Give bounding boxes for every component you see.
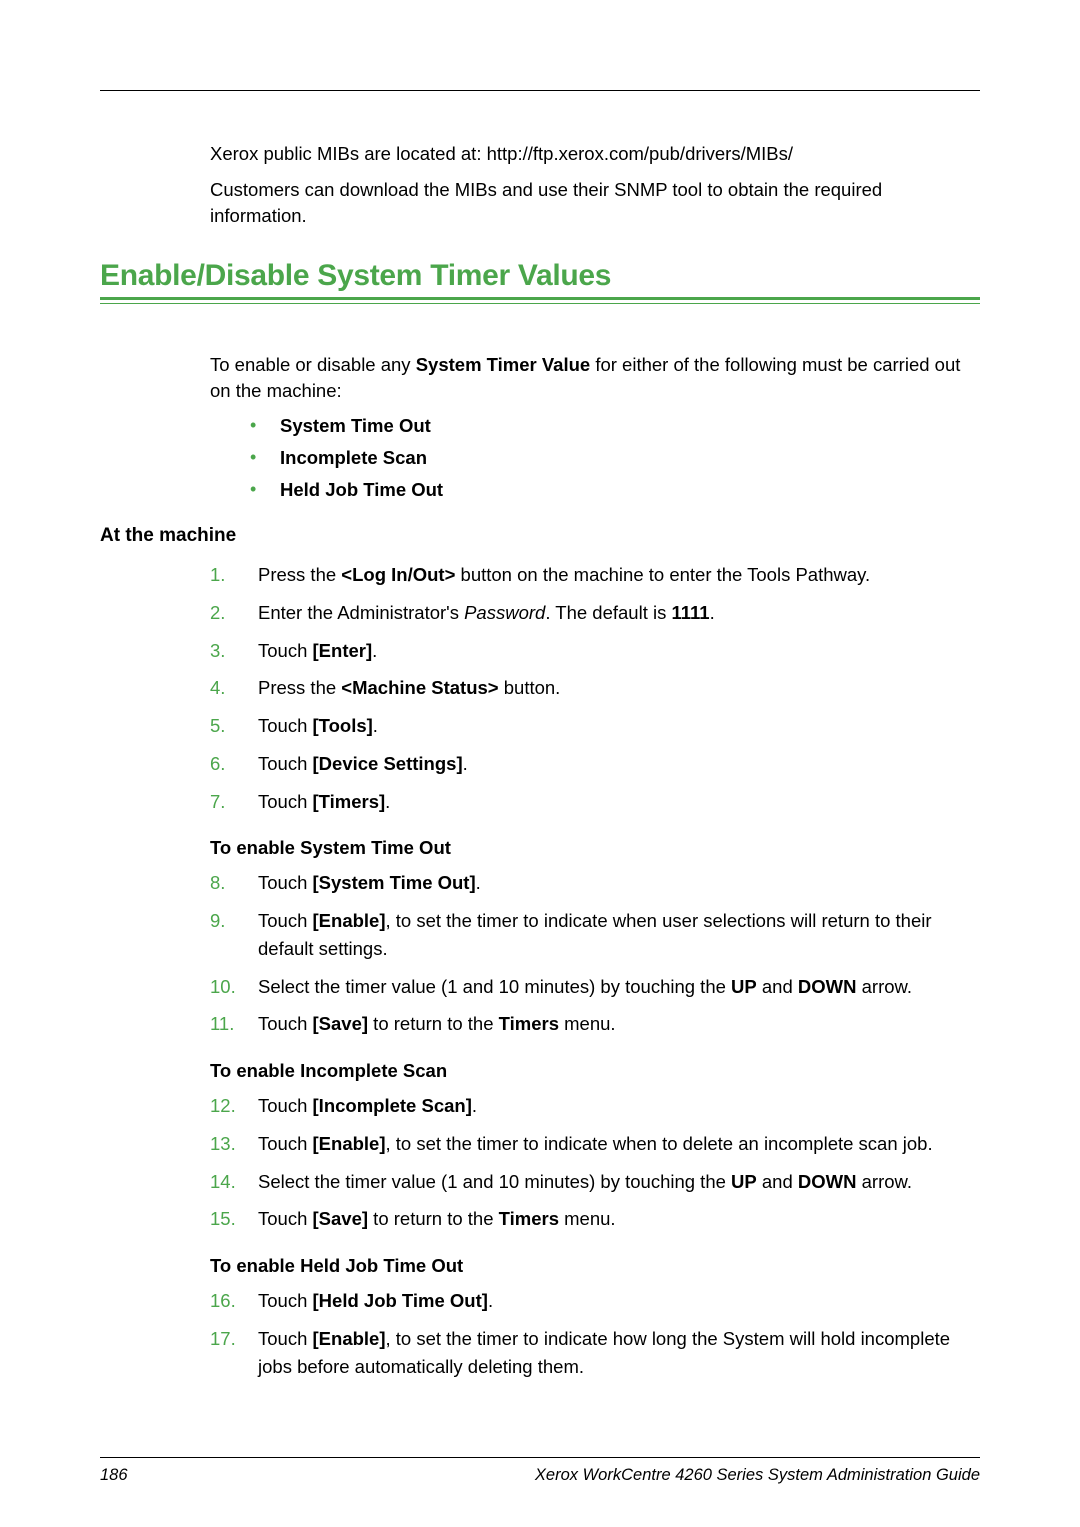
sub-heading-2: To enable Incomplete Scan: [210, 1060, 980, 1082]
step-number: 16.: [210, 1287, 258, 1315]
step-text: Touch [Incomplete Scan].: [258, 1092, 477, 1120]
step-text: Press the <Machine Status> button.: [258, 674, 560, 702]
step-number: 3.: [210, 637, 258, 665]
at-machine-heading: At the machine: [100, 525, 980, 547]
bullet-item: •Held Job Time Out: [250, 477, 980, 503]
enable-intro: To enable or disable any System Timer Va…: [210, 352, 980, 404]
step-text: Press the <Log In/Out> button on the mac…: [258, 561, 870, 589]
section-heading: Enable/Disable System Timer Values: [100, 259, 980, 293]
step-row: 5.Touch [Tools].: [210, 712, 980, 740]
step-row: 11.Touch [Save] to return to the Timers …: [210, 1010, 980, 1038]
step-row: 17.Touch [Enable], to set the timer to i…: [210, 1325, 980, 1381]
step-text: Select the timer value (1 and 10 minutes…: [258, 1168, 912, 1196]
step-row: 9.Touch [Enable], to set the timer to in…: [210, 907, 980, 963]
step-row: 8.Touch [System Time Out].: [210, 869, 980, 897]
heading-rule: [100, 297, 980, 304]
step-text: Touch [Save] to return to the Timers men…: [258, 1205, 616, 1233]
bullet-item: •Incomplete Scan: [250, 445, 980, 471]
steps-3: 16.Touch [Held Job Time Out].17.Touch [E…: [210, 1287, 980, 1380]
step-row: 2.Enter the Administrator's Password. Th…: [210, 599, 980, 627]
step-row: 6.Touch [Device Settings].: [210, 750, 980, 778]
step-row: 13.Touch [Enable], to set the timer to i…: [210, 1130, 980, 1158]
step-number: 2.: [210, 599, 258, 627]
step-number: 12.: [210, 1092, 258, 1120]
steps-main: 1.Press the <Log In/Out> button on the m…: [210, 561, 980, 815]
steps-1: 8.Touch [System Time Out].9.Touch [Enabl…: [210, 869, 980, 1038]
step-number: 13.: [210, 1130, 258, 1158]
intro-text-1: Xerox public MIBs are located at: http:/…: [210, 141, 980, 167]
footer-title: Xerox WorkCentre 4260 Series System Admi…: [535, 1466, 980, 1485]
step-row: 12.Touch [Incomplete Scan].: [210, 1092, 980, 1120]
step-number: 14.: [210, 1168, 258, 1196]
bullet-dot-icon: •: [250, 413, 280, 438]
step-text: Touch [Held Job Time Out].: [258, 1287, 493, 1315]
step-number: 17.: [210, 1325, 258, 1353]
step-text: Touch [Save] to return to the Timers men…: [258, 1010, 616, 1038]
page-number: 186: [100, 1466, 128, 1485]
step-row: 16.Touch [Held Job Time Out].: [210, 1287, 980, 1315]
step-row: 1.Press the <Log In/Out> button on the m…: [210, 561, 980, 589]
steps-2: 12.Touch [Incomplete Scan].13.Touch [Ena…: [210, 1092, 980, 1233]
step-text: Enter the Administrator's Password. The …: [258, 599, 715, 627]
bullet-item: •System Time Out: [250, 413, 980, 439]
enable-intro-b: System Timer Value: [416, 354, 590, 375]
enable-intro-a: To enable or disable any: [210, 354, 416, 375]
step-number: 9.: [210, 907, 258, 935]
step-row: 4.Press the <Machine Status> button.: [210, 674, 980, 702]
step-row: 10.Select the timer value (1 and 10 minu…: [210, 973, 980, 1001]
step-number: 7.: [210, 788, 258, 816]
step-text: Touch [Timers].: [258, 788, 390, 816]
step-row: 7.Touch [Timers].: [210, 788, 980, 816]
bullet-dot-icon: •: [250, 477, 280, 502]
step-number: 1.: [210, 561, 258, 589]
step-number: 10.: [210, 973, 258, 1001]
step-number: 15.: [210, 1205, 258, 1233]
sub-heading-3: To enable Held Job Time Out: [210, 1255, 980, 1277]
top-rule: [100, 90, 980, 91]
step-text: Touch [Enable], to set the timer to indi…: [258, 1325, 980, 1381]
bullet-text: Incomplete Scan: [280, 445, 427, 471]
step-row: 3.Touch [Enter].: [210, 637, 980, 665]
footer: 186 Xerox WorkCentre 4260 Series System …: [100, 1457, 980, 1485]
step-row: 14.Select the timer value (1 and 10 minu…: [210, 1168, 980, 1196]
step-text: Touch [System Time Out].: [258, 869, 481, 897]
step-text: Select the timer value (1 and 10 minutes…: [258, 973, 912, 1001]
bullet-dot-icon: •: [250, 445, 280, 470]
step-number: 5.: [210, 712, 258, 740]
step-text: Touch [Enter].: [258, 637, 377, 665]
step-row: 15.Touch [Save] to return to the Timers …: [210, 1205, 980, 1233]
bullet-list: •System Time Out•Incomplete Scan•Held Jo…: [250, 413, 980, 503]
step-text: Touch [Device Settings].: [258, 750, 468, 778]
step-text: Touch [Tools].: [258, 712, 378, 740]
step-number: 4.: [210, 674, 258, 702]
step-number: 8.: [210, 869, 258, 897]
footer-rule: [100, 1457, 980, 1458]
step-number: 6.: [210, 750, 258, 778]
step-text: Touch [Enable], to set the timer to indi…: [258, 1130, 933, 1158]
bullet-text: Held Job Time Out: [280, 477, 443, 503]
step-number: 11.: [210, 1010, 258, 1038]
bullet-text: System Time Out: [280, 413, 431, 439]
intro-text-2: Customers can download the MIBs and use …: [210, 177, 980, 229]
step-text: Touch [Enable], to set the timer to indi…: [258, 907, 980, 963]
sub-heading-1: To enable System Time Out: [210, 837, 980, 859]
